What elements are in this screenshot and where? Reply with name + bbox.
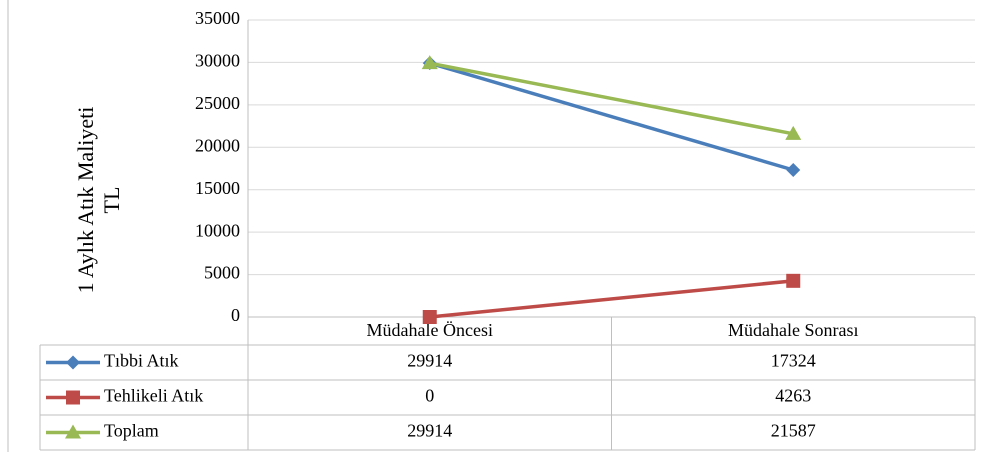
x-tick-label: Müdahale Sonrası xyxy=(728,320,858,340)
table-value: 29914 xyxy=(407,421,452,441)
legend-label: Tıbbi Atık xyxy=(104,351,179,371)
y-tick-label: 30000 xyxy=(195,51,240,71)
legend-marker xyxy=(66,355,80,370)
y-tick-label: 20000 xyxy=(195,135,240,155)
marker xyxy=(785,125,802,140)
y-tick-label: 10000 xyxy=(195,220,240,240)
series-line xyxy=(429,61,794,172)
y-axis-label: TL xyxy=(99,187,124,214)
table-value: 17324 xyxy=(771,351,816,371)
table-value: 29914 xyxy=(407,351,452,371)
marker xyxy=(786,273,801,288)
marker xyxy=(421,55,438,70)
x-tick-label: Müdahale Öncesi xyxy=(367,320,493,340)
table-value: 21587 xyxy=(771,421,816,441)
marker xyxy=(786,162,801,177)
series-line xyxy=(429,61,794,136)
series-line xyxy=(429,279,794,319)
table-value: 4263 xyxy=(775,386,811,406)
legend-marker xyxy=(65,424,81,439)
table-value: 0 xyxy=(425,386,434,406)
legend-marker xyxy=(66,390,80,405)
y-tick-label: 25000 xyxy=(195,93,240,113)
y-tick-label: 5000 xyxy=(204,263,240,283)
legend-label: Tehlikeli Atık xyxy=(104,386,203,406)
y-axis-label: 1 Aylık Atık Maliyeti xyxy=(73,107,98,294)
legend-label: Toplam xyxy=(104,421,159,441)
y-tick-label: 15000 xyxy=(195,178,240,198)
marker xyxy=(422,310,437,324)
y-tick-label: 0 xyxy=(231,305,240,325)
y-tick-label: 35000 xyxy=(195,8,240,28)
